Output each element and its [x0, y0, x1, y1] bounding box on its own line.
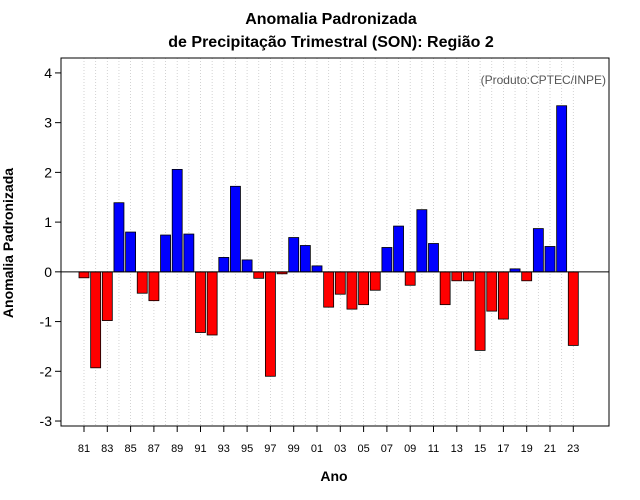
bar-84 — [113, 202, 125, 273]
x-tick-label: 97 — [264, 443, 276, 455]
vertical-gridlines — [83, 58, 574, 426]
y-tick-label: 2 — [44, 164, 52, 180]
bar-95 — [241, 259, 253, 273]
bar-89 — [171, 168, 183, 273]
x-tick-label: 09 — [404, 443, 416, 455]
bar-82 — [90, 271, 102, 369]
y-axis-title: Anomalia Padronizada — [0, 168, 16, 318]
bar-97 — [264, 271, 276, 377]
bar-10 — [416, 209, 428, 273]
chart-title-line2: de Precipitação Trimestral (SON): Região… — [168, 34, 494, 51]
bars-group — [78, 105, 579, 377]
x-tick-label: 85 — [124, 443, 136, 455]
bar-09 — [404, 271, 416, 286]
bar-91 — [195, 271, 206, 333]
x-tick-label: 89 — [171, 443, 183, 455]
x-tick-label: 03 — [334, 443, 346, 455]
bar-20 — [532, 228, 544, 273]
y-tick-label: 1 — [44, 214, 52, 230]
x-tick-label: 91 — [194, 443, 206, 455]
bar-01 — [311, 265, 323, 273]
bar-81 — [78, 271, 90, 279]
y-axis: -3 -2 -1 0 1 2 3 4 — [40, 65, 61, 429]
x-tick-label: 13 — [451, 443, 463, 455]
bar-88 — [160, 234, 171, 273]
bar-06 — [369, 271, 381, 291]
y-tick-label: 3 — [44, 115, 52, 131]
bar-03 — [334, 271, 346, 295]
x-tick-label: 05 — [357, 443, 369, 455]
bar-16 — [486, 271, 498, 312]
x-tick-label: 87 — [148, 443, 160, 455]
x-tick-label: 11 — [428, 443, 439, 455]
bar-07 — [381, 247, 393, 273]
y-tick-label: 0 — [44, 264, 52, 280]
bar-08 — [393, 225, 404, 273]
bar-83 — [101, 271, 113, 321]
y-tick-label: -1 — [40, 314, 53, 330]
bar-96 — [253, 271, 265, 279]
x-tick-label: 93 — [218, 443, 230, 455]
bar-94 — [230, 185, 241, 273]
bar-86 — [136, 271, 148, 294]
x-axis-title: Ano — [320, 468, 347, 484]
bar-11 — [428, 243, 439, 273]
bar-21 — [544, 246, 556, 273]
bar-00 — [299, 245, 311, 273]
x-tick-label: 21 — [544, 443, 556, 455]
x-tick-label: 99 — [288, 443, 300, 455]
bar-05 — [358, 271, 370, 306]
bar-93 — [218, 257, 230, 273]
x-axis: 81 83 85 87 89 91 93 95 97 99 01 03 05 07 09 11 13 15 17 19… — [78, 426, 579, 455]
y-tick-label: 4 — [44, 65, 52, 81]
bar-19 — [521, 271, 533, 282]
bar-92 — [206, 271, 218, 336]
plot-frame — [60, 57, 610, 427]
bar-17 — [497, 271, 509, 320]
bar-04 — [346, 271, 358, 310]
x-tick-label: 15 — [474, 443, 486, 455]
bar-15 — [474, 271, 486, 351]
bar-12 — [439, 271, 451, 306]
x-tick-label: 81 — [78, 443, 90, 455]
x-tick-label: 95 — [241, 443, 253, 455]
bar-87 — [148, 271, 160, 302]
bar-85 — [125, 231, 136, 273]
bar-13 — [451, 271, 463, 282]
x-tick-label: 17 — [497, 443, 509, 455]
bar-23 — [567, 271, 579, 346]
x-tick-label: 01 — [311, 443, 323, 455]
x-tick-label: 83 — [101, 443, 113, 455]
x-tick-label: 07 — [381, 443, 393, 455]
bar-22 — [556, 105, 568, 273]
credit-text: (Produto:CPTEC/INPE) — [481, 73, 606, 87]
y-tick-label: -2 — [40, 363, 53, 379]
x-tick-label: 23 — [567, 443, 579, 455]
bar-14 — [463, 271, 474, 282]
y-tick-label: -3 — [40, 413, 53, 429]
x-tick-label: 19 — [521, 443, 533, 455]
bar-02 — [323, 271, 335, 308]
chart-title-line1: Anomalia Padronizada — [245, 11, 417, 28]
bar-90 — [183, 233, 195, 273]
bar-99 — [288, 237, 300, 273]
